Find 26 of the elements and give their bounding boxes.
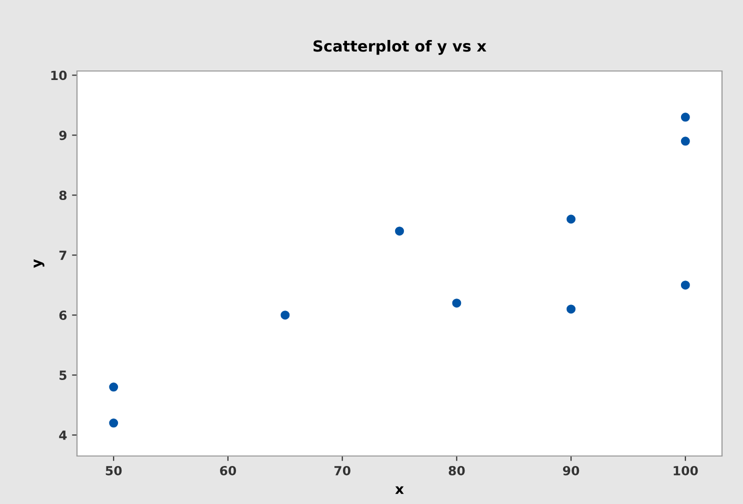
point [566,214,576,224]
y-tick-label: 7 [59,250,66,260]
point [109,382,118,392]
x-tick-label: 50 [106,466,122,476]
x-axis-title: x [395,486,404,494]
x-tick-label: 60 [220,466,236,476]
y-tick-label: 4 [59,430,67,440]
y-tick-label: 6 [59,310,67,320]
y-tick-label: 5 [60,370,66,380]
y-tick-label: 10 [51,70,67,80]
y-axis-title: y [34,259,44,268]
point [566,304,576,314]
point [109,418,118,428]
chart-title: Scatterplot of y vs x [314,40,486,55]
point [280,310,290,320]
x-tick-label: 100 [674,466,698,476]
point [452,298,462,308]
y-tick-label: 9 [59,130,66,140]
point [395,226,404,236]
x-tick-label: 70 [334,466,350,476]
point [680,112,690,122]
x-tick-label: 90 [562,466,580,476]
y-tick-label: 8 [59,190,66,200]
point [680,136,690,146]
point [680,280,690,290]
x-tick-label: 80 [448,466,465,476]
